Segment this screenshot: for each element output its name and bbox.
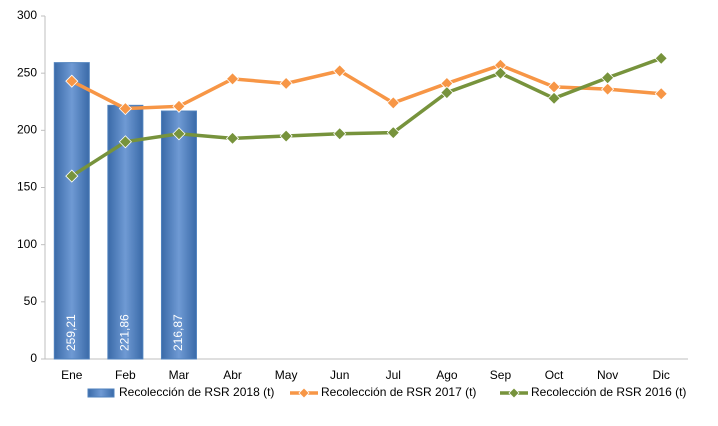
x-tick-label: Abr [223,368,242,382]
value-label: 259,21 [64,314,78,351]
x-tick-label: Ago [436,368,458,382]
marker [601,71,615,85]
marker [225,131,240,145]
legend-label: Recolección de RSR 2017 (t) [321,385,476,399]
line [70,56,662,178]
x-tick-label: Ene [61,368,83,382]
marker [279,76,293,91]
legend-label: Recolección de RSR 2018 (t) [119,385,274,399]
marker [225,72,240,86]
y-tick-label: 0 [30,351,37,365]
x-tick-label: Jun [330,368,349,382]
marker [654,51,668,65]
legend-marker [298,387,310,399]
y-tick-label: 200 [17,123,37,137]
marker [547,91,561,105]
x-tick-label: Sep [490,368,512,382]
legend-label: Recolección de RSR 2016 (t) [531,385,686,399]
bar [160,110,197,360]
y-tick-label: 150 [17,180,37,194]
marker [386,126,400,140]
x-tick-label: May [275,368,298,382]
x-tick-label: Jul [386,368,401,382]
x-tick-label: Oct [545,368,564,382]
legend-swatch [87,388,115,398]
line [70,63,662,111]
marker [386,96,400,110]
marker [172,127,186,141]
marker [118,135,132,149]
legend-marker [508,387,520,399]
x-tick-label: Dic [653,368,670,382]
y-tick-label: 300 [17,8,37,22]
marker [65,74,79,88]
marker [118,102,132,116]
x-tick-label: Nov [597,368,618,382]
bar [53,62,90,360]
value-label: 221,86 [118,314,132,351]
marker [333,64,347,78]
marker [172,99,186,113]
marker [279,129,293,143]
marker [333,127,347,141]
y-tick-label: 100 [17,237,37,251]
marker [440,86,454,100]
y-tick-label: 50 [24,294,38,308]
marker [601,82,615,96]
y-tick-label: 250 [17,65,37,79]
x-tick-label: Mar [169,368,190,382]
marker [493,66,508,80]
marker [654,87,668,101]
x-tick-label: Feb [115,368,136,382]
marker [65,169,79,183]
value-label: 216,87 [171,314,185,351]
marker [547,80,561,94]
